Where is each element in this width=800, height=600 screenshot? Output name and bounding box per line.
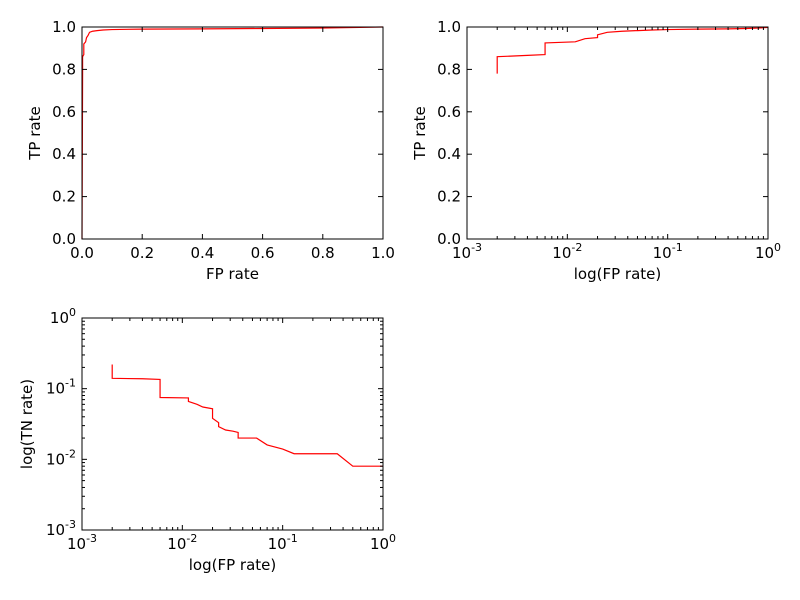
- y-tick-label: 0.2: [437, 188, 461, 206]
- chart-panel-2: 10-3 10-2 10-1 100 0.0 0.2 0.4 0.6 0.8 1.0 log(FP …: [411, 18, 781, 283]
- y-axis-label: TP rate: [411, 106, 429, 160]
- axes-frame: [466, 26, 769, 240]
- y-tick-label: 1.0: [52, 18, 76, 36]
- axes-frame: [81, 26, 384, 240]
- x-tick-label: 0.4: [190, 244, 214, 262]
- y-tick-label: 10-1: [46, 377, 76, 398]
- y-tick-label: 10-2: [46, 447, 76, 468]
- y-tick-label: 0.8: [52, 60, 76, 78]
- x-tick-label: 1.0: [371, 244, 395, 262]
- y-axis-label: TP rate: [26, 106, 44, 160]
- y-tick-label: 100: [50, 306, 76, 327]
- roc-curve-line: [111, 364, 383, 467]
- y-tick-label: 1.0: [437, 18, 461, 36]
- y-tick-label: 0.0: [52, 230, 76, 248]
- axes-frame: [81, 317, 384, 531]
- x-tick-label: 10-3: [452, 241, 482, 262]
- x-tick-label: 10-2: [167, 532, 197, 553]
- x-tick-label: 0.8: [311, 244, 335, 262]
- x-tick-label: 100: [755, 241, 781, 262]
- x-tick-label: 100: [370, 532, 396, 553]
- x-axis-label: log(FP rate): [189, 556, 276, 574]
- y-axis-label: log(TN rate): [18, 379, 36, 469]
- y-tick-label: 0.4: [52, 145, 76, 163]
- x-tick-label: 0.6: [251, 244, 275, 262]
- y-tick-label: 0.4: [437, 145, 461, 163]
- x-axis-label: log(FP rate): [574, 265, 661, 283]
- x-axis-label: FP rate: [206, 265, 259, 283]
- y-tick-label: 0.0: [437, 230, 461, 248]
- chart-panel-1: 0.0 0.2 0.4 0.6 0.8 1.0 0.0 0.2 0.4 0.6 0.8 1.0 FP r…: [26, 18, 395, 283]
- x-tick-label: 0.2: [130, 244, 154, 262]
- y-tick-label: 0.2: [52, 188, 76, 206]
- x-tick-label: 10-3: [67, 532, 97, 553]
- x-tick-label: 10-1: [268, 532, 298, 553]
- y-tick-label: 0.6: [437, 103, 461, 121]
- x-tick-label: 10-1: [653, 241, 683, 262]
- chart-panel-3: 10-3 10-2 10-1 100 10-3 10-2 10-1 100 log(FP rat…: [18, 306, 396, 574]
- y-tick-label: 0.8: [437, 60, 461, 78]
- y-tick-label: 0.6: [52, 103, 76, 121]
- roc-curve-line: [81, 26, 384, 240]
- roc-curve-line: [496, 26, 769, 74]
- y-tick-label: 10-3: [46, 518, 76, 539]
- x-tick-label: 10-2: [552, 241, 582, 262]
- x-tick-label: 0.0: [70, 244, 94, 262]
